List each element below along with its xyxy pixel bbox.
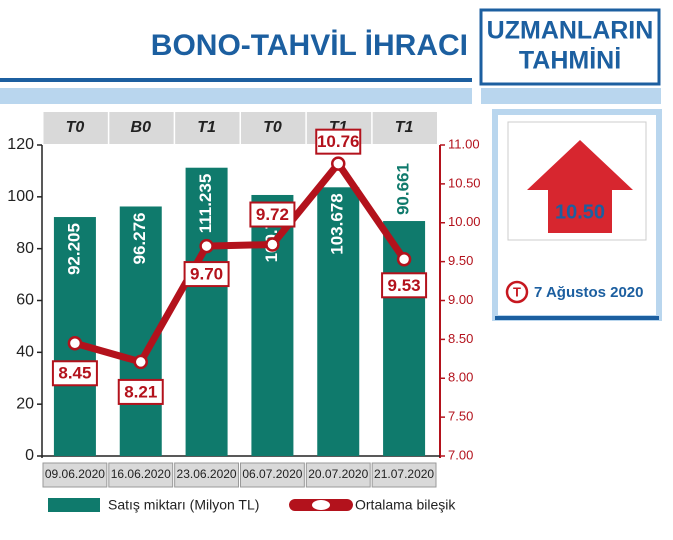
category-code: T0: [263, 119, 282, 136]
x-tick-label: 21.07.2020: [374, 467, 434, 481]
y2-tick-label: 9.00: [448, 292, 473, 307]
line-value-label: 9.53: [388, 276, 421, 295]
date-cell: [240, 462, 305, 488]
x-tick-label: 20.07.2020: [308, 467, 368, 481]
forecast-stripe: [481, 88, 661, 104]
line-label-box: [315, 128, 362, 155]
y-tick-label: 40: [16, 344, 34, 361]
forecast-rule: [495, 316, 659, 320]
legend-swatch: [48, 498, 100, 512]
title-rule: [0, 78, 472, 82]
date-cell: [371, 462, 437, 488]
up-arrow: [527, 140, 633, 233]
bar-value-label: 96.276: [130, 212, 149, 264]
y-tick-label: 120: [7, 136, 34, 153]
y2-tick-label: 8.50: [448, 331, 473, 346]
forecast-title: UZMANLARIN: [487, 17, 654, 45]
line-marker: [396, 252, 412, 267]
line-marker: [67, 336, 83, 351]
line-label-box: [381, 272, 428, 299]
y2-tick-label: 7.50: [448, 409, 473, 424]
category-code: T0: [66, 119, 85, 136]
line-marker: [265, 237, 280, 252]
line-value-label: 8.21: [124, 382, 157, 401]
y2-tick-label: 9.50: [448, 253, 473, 268]
forecast-date: 7 Ağustos 2020: [534, 284, 644, 301]
code-cell-divider: [107, 112, 110, 144]
y2-tick-label: 10.50: [448, 175, 481, 190]
y2-tick-label: 10.00: [448, 214, 481, 229]
bar: [317, 187, 360, 456]
line: [73, 160, 407, 366]
t-icon: [505, 280, 529, 304]
category-code: T1: [197, 119, 216, 136]
line-marker: [199, 238, 214, 254]
legend-swatch-marker: [312, 500, 330, 510]
title-stripe: [0, 88, 472, 104]
line-value-label: 8.45: [58, 364, 91, 383]
forecast-value: 10.50: [555, 201, 605, 223]
y-tick-label: 0: [25, 447, 34, 464]
y-tick-label: 60: [16, 292, 34, 309]
legend-label: Satış miktarı (Milyon TL): [108, 497, 259, 513]
date-cell: [108, 462, 174, 488]
x-tick-label: 06.07.2020: [242, 467, 302, 481]
y2-tick-label: 11.00: [448, 136, 480, 151]
x-tick-label: 09.06.2020: [45, 467, 105, 481]
date-cell: [42, 462, 108, 488]
y2-tick-label: 8.00: [448, 370, 473, 385]
x-tick-label: 16.06.2020: [111, 467, 171, 481]
code-cell-divider: [173, 112, 176, 144]
x-tick-label: 23.06.2020: [177, 467, 237, 481]
line-value-label: 10.76: [317, 132, 360, 151]
line-label-box: [117, 378, 164, 405]
code-cell-divider: [239, 112, 241, 144]
line-marker: [331, 156, 346, 171]
category-code: T1: [395, 119, 414, 136]
y-tick-label: 100: [7, 188, 34, 205]
forecast-title: TAHMİNİ: [519, 47, 621, 75]
y2-tick-label: 7.00: [448, 447, 473, 462]
bar-value-label: 92.205: [64, 223, 83, 275]
date-cell: [174, 462, 240, 488]
legend-label: Ortalama bileşik: [355, 497, 456, 513]
line-marker: [133, 354, 148, 370]
bar: [185, 167, 228, 457]
line-value-label: 9.70: [190, 265, 223, 284]
y-tick-label: 80: [16, 240, 34, 257]
date-cell: [305, 462, 371, 488]
line-label-box: [249, 201, 296, 228]
line-value-label: 9.72: [256, 205, 289, 224]
t-icon-letter: T: [513, 284, 521, 299]
code-cell-divider: [371, 112, 373, 144]
code-cell-divider: [305, 112, 307, 144]
bar-value-label: 103.678: [328, 193, 347, 254]
y-tick-label: 20: [16, 395, 34, 412]
chart-title: BONO-TAHVİL İHRACI: [151, 29, 468, 62]
category-code: B0: [131, 119, 152, 136]
bar-value-label: 90.661: [394, 163, 413, 215]
line-label-box: [183, 261, 230, 288]
code-cell-divider: [42, 112, 44, 144]
forecast-title-box: [479, 8, 661, 86]
line-label-box: [51, 360, 98, 387]
bar-value-label: 111.235: [196, 174, 215, 234]
